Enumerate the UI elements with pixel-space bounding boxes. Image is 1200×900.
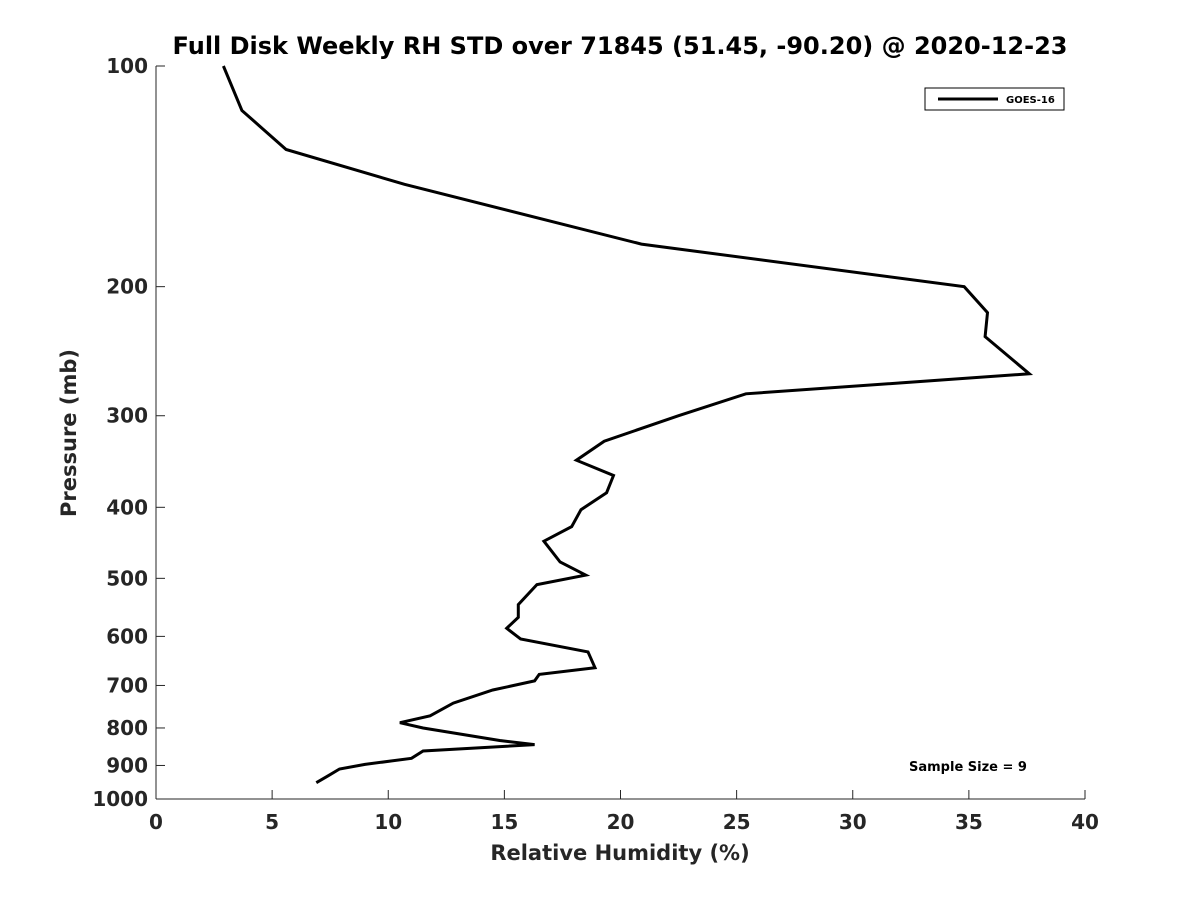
y-tick-label: 700 [106, 673, 148, 697]
y-tick-label: 400 [106, 495, 148, 519]
legend: GOES-16 [924, 87, 1065, 111]
x-tick-label: 40 [1071, 810, 1099, 834]
legend-label-goes-16: GOES-16 [1006, 95, 1055, 106]
y-tick-label: 500 [106, 566, 148, 590]
x-tick-label: 5 [265, 810, 279, 834]
sample-size-annotation: Sample Size = 9 [909, 760, 1027, 775]
y-tick-label: 800 [106, 716, 148, 740]
x-tick-label: 10 [374, 810, 402, 834]
y-tick-label: 100 [106, 54, 148, 78]
x-tick-label: 0 [149, 810, 163, 834]
plot-area: 0 5 10 15 20 25 30 35 40 100 200 300 400 500 600 700 800… [92, 54, 1099, 834]
chart-title: Full Disk Weekly RH STD over 71845 (51.4… [173, 32, 1068, 60]
x-tick-label: 35 [955, 810, 983, 834]
series-line-goes-16 [222, 65, 1034, 784]
y-tick-label: 600 [106, 624, 148, 648]
y-tick-label: 1000 [92, 787, 148, 811]
y-tick-label: 900 [106, 753, 148, 777]
x-tick-label: 30 [839, 810, 867, 834]
y-axis-label: Pressure (mb) [57, 349, 81, 517]
x-tick-label: 25 [723, 810, 751, 834]
x-tick-label: 20 [607, 810, 635, 834]
y-tick-label: 300 [106, 404, 148, 428]
x-axis-label: Relative Humidity (%) [490, 841, 749, 865]
x-tick-label: 15 [490, 810, 518, 834]
y-tick-label: 200 [106, 275, 148, 299]
